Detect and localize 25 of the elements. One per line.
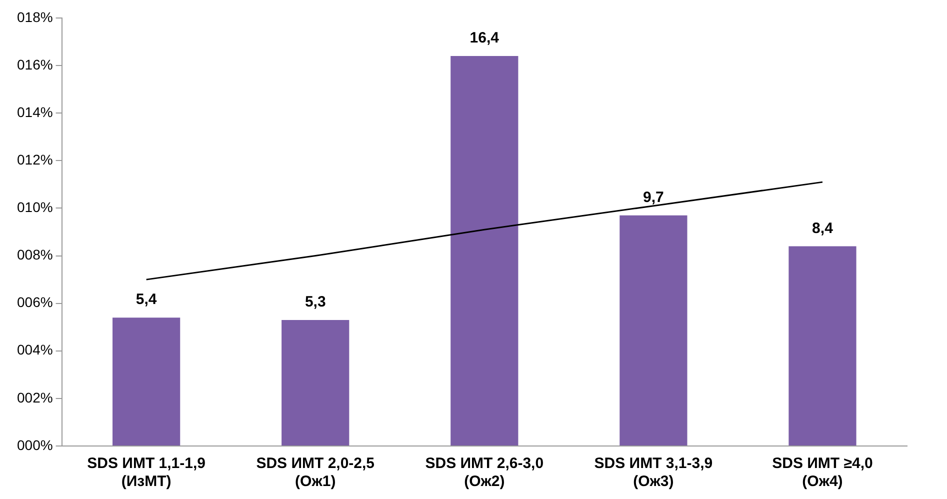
- data-label: 9,7: [643, 188, 664, 206]
- y-tick-label: 004%: [16, 342, 53, 358]
- y-tick-label: 016%: [16, 56, 53, 72]
- x-tick-label: SDS ИМТ 1,1-1,9 (ИзМТ): [87, 455, 206, 490]
- y-tick-label: 006%: [16, 294, 53, 310]
- bar: [450, 56, 518, 446]
- y-tick-label: 010%: [16, 199, 53, 216]
- x-tick-label: SDS ИМТ 2,0-2,5 (Ож1): [256, 455, 375, 490]
- data-label: 8,4: [812, 220, 834, 237]
- y-tick-label: 018%: [16, 8, 53, 25]
- bar: [112, 318, 180, 446]
- data-label: 5,4: [136, 291, 158, 308]
- y-tick-label: 002%: [16, 389, 53, 406]
- y-tick-label: 000%: [16, 436, 53, 453]
- bar: [282, 320, 350, 446]
- y-tick-label: 008%: [16, 246, 53, 263]
- data-label: 16,4: [470, 30, 500, 47]
- x-tick-label: SDS ИМТ 2,6-3,0 (Ож2): [425, 455, 544, 490]
- bar: [620, 215, 688, 446]
- y-tick-label: 014%: [16, 104, 53, 120]
- x-tick-label: SDS ИМТ 3,1-3,9 (Ож3): [594, 455, 713, 490]
- bar: [788, 246, 856, 446]
- data-label: 5,3: [304, 294, 326, 311]
- y-tick-label: 012%: [16, 152, 53, 168]
- x-tick-label: SDS ИМТ ≥4,0 (Ож4): [772, 455, 873, 490]
